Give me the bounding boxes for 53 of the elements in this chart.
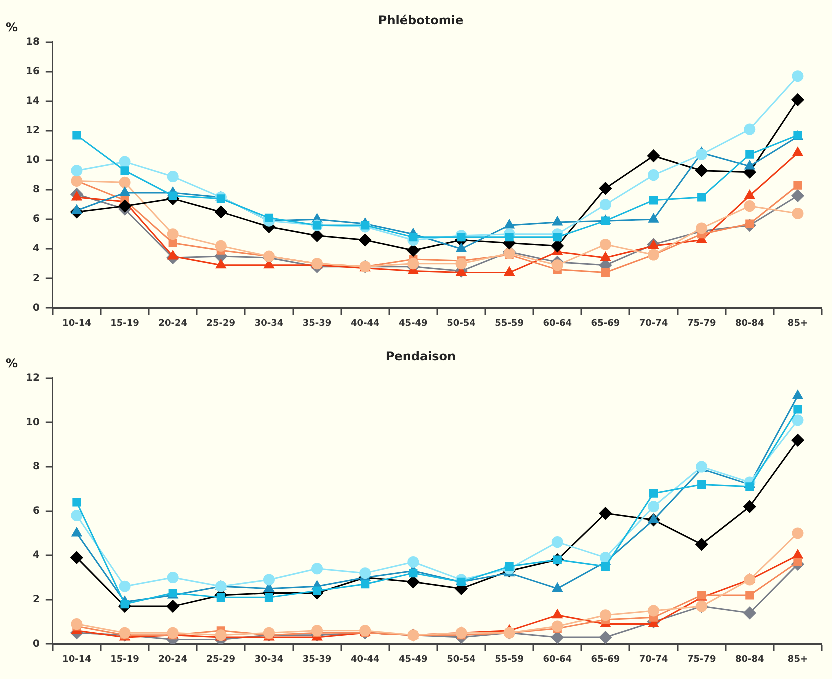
x-tick-label: 50-54 bbox=[447, 654, 476, 665]
y-tick-label: 6 bbox=[32, 506, 40, 517]
y-tick-label: 2 bbox=[32, 594, 40, 606]
x-tick-label: 55-59 bbox=[495, 318, 524, 329]
chart-title: Phlébotomie bbox=[378, 13, 464, 28]
x-tick-label: 65-69 bbox=[591, 318, 620, 329]
x-tick-label: 65-69 bbox=[591, 654, 620, 665]
x-tick-label: 15-19 bbox=[110, 654, 140, 665]
chart-title: Pendaison bbox=[386, 349, 456, 364]
y-tick-label: 12 bbox=[26, 372, 40, 384]
x-tick-label: 75-79 bbox=[687, 654, 716, 665]
y-axis-title: % bbox=[6, 20, 18, 35]
x-tick-label: 30-34 bbox=[254, 654, 284, 665]
x-tick-label: 25-29 bbox=[206, 654, 236, 665]
x-tick-label: 30-34 bbox=[254, 318, 284, 329]
y-tick-label: 2 bbox=[32, 273, 40, 284]
y-tick-label: 8 bbox=[32, 462, 40, 473]
x-tick-label: 40-44 bbox=[350, 318, 380, 329]
x-tick-label: 45-49 bbox=[399, 318, 428, 329]
x-tick-label: 20-24 bbox=[158, 654, 188, 665]
y-tick-label: 18 bbox=[26, 36, 40, 48]
x-tick-label: 80-84 bbox=[736, 654, 764, 665]
x-tick-label: 60-64 bbox=[543, 318, 572, 329]
y-tick-label: 10 bbox=[26, 155, 40, 166]
x-tick-label: 25-29 bbox=[206, 318, 236, 329]
x-tick-label: 50-54 bbox=[447, 318, 476, 329]
y-tick-label: 6 bbox=[32, 214, 40, 226]
x-tick-label: 20-24 bbox=[158, 318, 188, 329]
x-tick-label: 40-44 bbox=[350, 654, 380, 665]
x-tick-label: 15-19 bbox=[110, 318, 140, 329]
x-tick-label: 70-74 bbox=[639, 654, 668, 665]
x-tick-label: 80-84 bbox=[736, 318, 764, 329]
x-tick-label: 75-79 bbox=[687, 318, 716, 329]
y-axis-title: % bbox=[6, 356, 18, 371]
y-tick-label: 4 bbox=[32, 550, 40, 562]
y-tick-label: 0 bbox=[32, 302, 40, 314]
y-tick-label: 16 bbox=[26, 66, 40, 78]
y-tick-label: 10 bbox=[26, 417, 40, 428]
y-tick-label: 12 bbox=[26, 126, 40, 137]
x-tick-label: 85+ bbox=[788, 318, 808, 329]
y-tick-label: 0 bbox=[32, 638, 40, 650]
y-tick-label: 14 bbox=[26, 96, 40, 108]
x-tick-label: 85+ bbox=[788, 654, 808, 665]
x-tick-label: 45-49 bbox=[399, 654, 428, 665]
x-tick-label: 10-14 bbox=[62, 318, 92, 329]
x-tick-label: 35-39 bbox=[302, 318, 332, 329]
x-tick-label: 10-14 bbox=[62, 654, 92, 665]
y-tick-label: 4 bbox=[32, 244, 40, 255]
x-tick-label: 60-64 bbox=[543, 654, 572, 665]
x-tick-label: 35-39 bbox=[302, 654, 332, 665]
x-tick-label: 55-59 bbox=[495, 654, 524, 665]
y-tick-label: 8 bbox=[32, 184, 40, 196]
x-tick-label: 70-74 bbox=[639, 318, 668, 329]
